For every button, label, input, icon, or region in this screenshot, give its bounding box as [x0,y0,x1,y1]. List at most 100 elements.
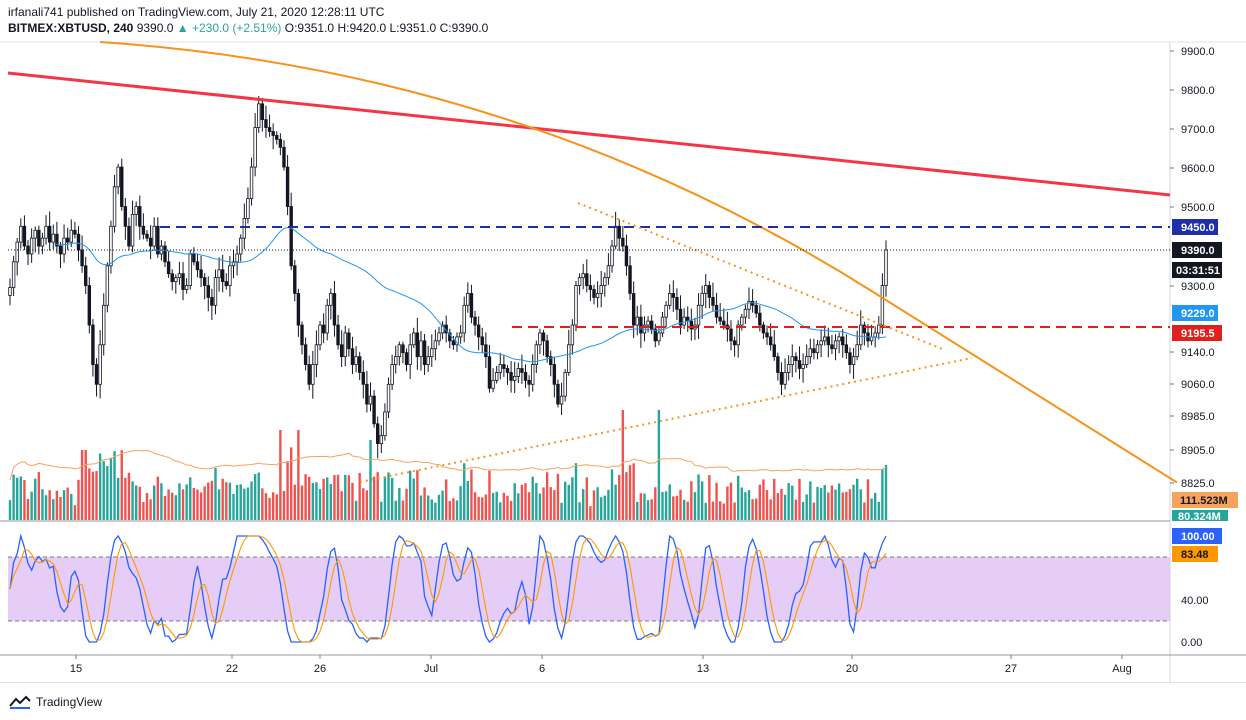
candle-body [527,379,531,385]
volume-bar [708,475,711,520]
candle [58,241,63,269]
candle-body [224,281,228,286]
candle [40,232,45,255]
volume-bar [740,487,744,520]
candle [812,338,816,360]
volume-bar [145,493,149,520]
candle [693,317,697,340]
candle [199,255,203,288]
candle-body [130,214,135,247]
candle [538,328,542,355]
volume-bar [589,506,592,520]
candle [711,282,715,312]
stoch-tick-label: 0.00 [1181,637,1202,649]
candle-body [102,304,106,346]
volume-bar [852,484,855,520]
candle-body [440,324,445,334]
candle [98,330,102,399]
candle-body [347,332,351,350]
candle-body [394,356,398,365]
candle [206,276,210,312]
candle-body [354,356,358,365]
candle [26,240,30,266]
volume-bar [491,493,495,520]
candle [476,316,481,351]
volume-bar [859,489,862,520]
candle-body [408,344,412,365]
volume-bar [448,500,452,520]
triangle-lower[interactable] [359,357,973,483]
time-tick-label: 20 [846,663,858,675]
candle-body [833,340,838,350]
candle-body [390,364,394,385]
candle [430,334,434,367]
candle-body [293,265,297,294]
volume-bar [632,463,635,520]
volume-bar [780,488,783,520]
candle [314,330,319,378]
volume-bar [527,492,531,520]
candle [408,333,412,380]
stoch-axis[interactable]: 40.00 0.00 [1181,595,1209,649]
candle [231,249,236,279]
candle [621,225,625,252]
volume-bar [560,502,563,520]
symbol-name[interactable]: BITMEX:XBTUSD, 240 [8,21,134,35]
candle [264,105,268,138]
candle-body [419,340,423,358]
candle-body [534,344,539,365]
candle [480,327,484,353]
candle [354,346,358,373]
volume-bar [127,472,131,520]
candle [368,382,373,412]
candle-body [765,332,769,338]
candle [419,330,423,371]
tag-last-price: 9390.0 [1172,242,1222,258]
candle [613,211,618,250]
candle [257,96,261,133]
volume-bar [412,478,415,520]
candle [220,254,225,293]
candle-body [145,233,149,239]
candle-body [62,237,66,255]
candle [851,347,856,379]
candle-body [804,356,809,365]
volume-bar [88,468,91,520]
candle [859,310,863,351]
volume-bar [243,488,246,520]
time-axis[interactable]: 15 22 26 Jul 6 13 20 27 Aug [70,655,1132,675]
candle [177,261,182,285]
candle-body [361,372,365,385]
volume-bar [120,450,123,520]
volume-bar [477,496,480,520]
candle [412,327,416,348]
candle-body [242,217,247,239]
candle [603,272,607,297]
volume-bar [171,492,174,520]
candle [678,295,683,335]
footer[interactable]: TradingView [8,694,102,710]
long-trendline[interactable] [7,71,1171,197]
candle-body [84,265,88,286]
candle-body [786,364,791,373]
candle [696,293,701,339]
candle-body [336,324,340,346]
candle [592,284,596,305]
candle [33,226,37,253]
volume-bar [437,494,441,520]
price-axis[interactable]: 9900.0 9800.0 9700.0 9600.0 9500.0 9300.0 9140… [1170,46,1215,490]
candle-body [776,356,780,373]
orange-curve[interactable] [99,41,1178,483]
volume-bar [650,499,653,520]
volume-bar [809,481,812,520]
volume-bar [347,475,351,520]
candle [804,344,809,369]
candle-body [210,296,214,306]
candle [855,330,859,361]
volume-bar [715,482,718,520]
candle [686,306,690,333]
volume-bar [91,471,95,520]
candle [823,325,827,346]
volume-bar [791,485,794,520]
